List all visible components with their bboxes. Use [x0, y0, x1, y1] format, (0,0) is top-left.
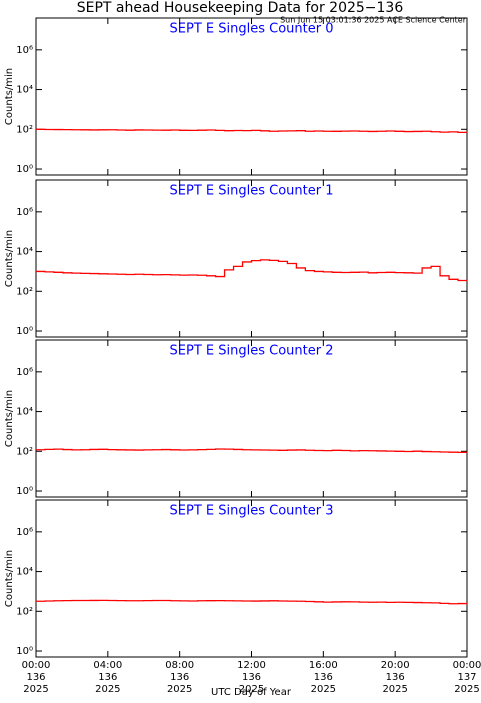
y-axis-label: Counts/min: [4, 68, 15, 125]
panel-title: SEPT E Singles Counter 1: [170, 184, 334, 199]
y-tick-label: 10²: [16, 286, 33, 297]
x-tick-label: 04:00: [93, 660, 122, 671]
x-tick-label: 2025: [454, 684, 479, 695]
x-tick-label: 2025: [167, 684, 192, 695]
x-axis-label: UTC Day of Year: [211, 687, 292, 698]
x-tick-label: 2025: [95, 684, 120, 695]
x-tick-label: 2025: [23, 684, 48, 695]
data-line: [36, 259, 468, 282]
y-tick-label: 10⁰: [16, 646, 33, 657]
y-tick-label: 10⁶: [16, 367, 33, 378]
x-tick-label: 136: [386, 672, 405, 683]
x-tick-label: 08:00: [165, 660, 194, 671]
x-tick-label: 00:00: [22, 660, 51, 671]
y-tick-label: 10²: [16, 124, 33, 135]
data-line: [36, 128, 468, 134]
panel-title: SEPT E Singles Counter 2: [170, 344, 334, 359]
x-tick-label: 136: [314, 672, 333, 683]
x-tick-label: 12:00: [237, 660, 266, 671]
plot-frame: [35, 499, 468, 658]
y-tick-label: 10²: [16, 606, 33, 617]
y-tick-label: 10⁰: [16, 486, 33, 497]
y-axis-label: Counts/min: [4, 550, 15, 607]
x-tick-label: 136: [98, 672, 117, 683]
y-tick-label: 10⁶: [16, 45, 33, 56]
y-tick-label: 10⁴: [16, 407, 33, 418]
x-tick-label: 16:00: [309, 660, 338, 671]
x-tick-label: 137: [457, 672, 476, 683]
plot-frame: [35, 339, 468, 498]
x-tick-label: 136: [242, 672, 261, 683]
plot-frame: [35, 17, 468, 176]
x-tick-label: 2025: [239, 684, 264, 695]
y-tick-label: 10⁶: [16, 207, 33, 218]
x-tick-label: 136: [26, 672, 45, 683]
y-axis-label: Counts/min: [4, 230, 15, 287]
y-tick-label: 10⁰: [16, 164, 33, 175]
plot-frame: [35, 179, 468, 338]
x-tick-label: 00:00: [453, 660, 481, 671]
panel-title: SEPT E Singles Counter 3: [170, 504, 334, 519]
x-tick-label: 2025: [382, 684, 407, 695]
y-tick-label: 10⁶: [16, 527, 33, 538]
y-tick-label: 10⁴: [16, 567, 33, 578]
data-line: [36, 599, 468, 605]
x-tick-label: 2025: [311, 684, 336, 695]
x-tick-label: 20:00: [381, 660, 410, 671]
y-tick-label: 10⁰: [16, 326, 33, 337]
panel-title: SEPT E Singles Counter 0: [170, 22, 334, 37]
y-tick-label: 10²: [16, 446, 33, 457]
y-tick-label: 10⁴: [16, 85, 33, 96]
y-tick-label: 10⁴: [16, 247, 33, 258]
y-axis-label: Counts/min: [4, 390, 15, 447]
x-tick-label: 136: [170, 672, 189, 683]
chart-title: SEPT ahead Housekeeping Data for 2025−13…: [77, 0, 404, 16]
data-line: [36, 448, 468, 454]
chart-subtitle: Sun Jun 15 03:01:36 2025 ACE Science Cen…: [280, 16, 467, 25]
